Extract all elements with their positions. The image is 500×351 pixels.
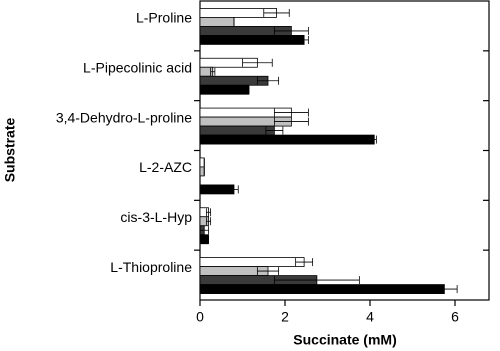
y-axis-label: Substrate	[2, 118, 18, 183]
plot-frame	[199, 0, 490, 301]
y-tick-label: L-Pipecolinic acid	[83, 60, 192, 76]
x-tick-label: 0	[196, 309, 204, 325]
error-bar	[256, 76, 280, 85]
error-bar	[299, 35, 309, 44]
y-tick-label: L-Proline	[136, 10, 192, 26]
y-tick-label: L-2-AZC	[139, 159, 192, 175]
x-axis-label: Succinate (mM)	[293, 332, 396, 348]
bar	[199, 134, 375, 145]
error-bar	[273, 117, 309, 126]
bar	[199, 166, 205, 177]
error-bar	[205, 217, 212, 226]
error-bar	[256, 267, 280, 276]
bar	[199, 257, 305, 267]
x-tick-label: 4	[366, 309, 374, 325]
error-bar	[371, 135, 377, 144]
bar	[199, 125, 275, 136]
bar	[199, 17, 235, 27]
error-bar	[210, 67, 216, 76]
error-bar	[263, 8, 290, 17]
error-bar	[242, 58, 273, 67]
error-bar	[205, 208, 212, 217]
y-tick-label: 3,4-Dehydro-L-proline	[56, 109, 192, 125]
x-tick-label: 2	[281, 309, 289, 325]
error-bar	[273, 276, 360, 285]
bar	[199, 234, 209, 245]
error-bar	[273, 26, 309, 35]
bar	[199, 35, 305, 45]
bar	[199, 84, 250, 95]
bar	[199, 157, 205, 168]
error-bar	[229, 185, 239, 194]
x-tick-label: 6	[451, 309, 459, 325]
bar	[199, 284, 445, 294]
error-bar	[265, 126, 284, 135]
y-tick-label: L-Thioproline	[110, 259, 192, 275]
error-bar	[199, 226, 209, 235]
error-bar	[273, 108, 309, 117]
y-tick-label: cis-3-L-Hyp	[120, 209, 192, 225]
error-bar	[295, 258, 314, 267]
bar	[199, 184, 235, 195]
error-bar	[431, 285, 458, 294]
